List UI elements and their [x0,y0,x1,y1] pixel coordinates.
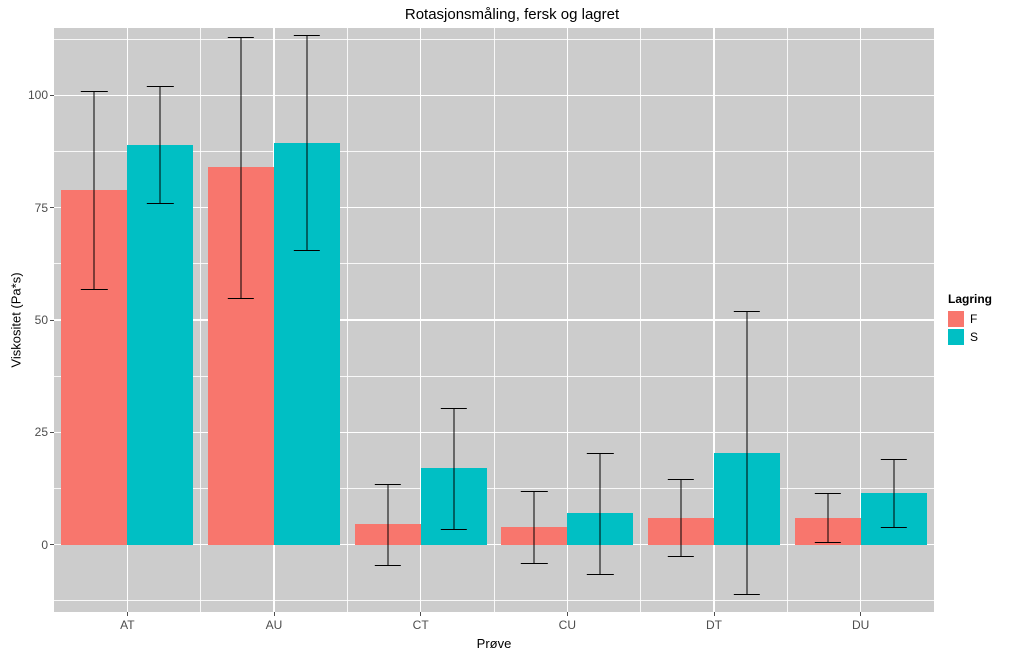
bar-f [61,190,127,545]
legend-item: F [948,310,992,328]
y-tick-label: 25 [35,425,48,439]
gridline-v-minor [787,28,788,612]
y-tick-label: 0 [41,538,48,552]
bar-f [795,518,861,545]
bar-s [127,145,193,545]
x-tick-mark [860,612,861,616]
plot-area: 0255075100ATAUCTCUDTDU [54,28,934,612]
legend-label: F [970,312,977,326]
y-tick-mark [50,207,54,208]
y-axis-title: Viskositet (Pa*s) [9,272,24,367]
bar-f [208,167,274,544]
gridline-v-minor [200,28,201,612]
bar-s [714,453,780,545]
bar-f [355,524,421,544]
y-tick-label: 100 [28,88,48,102]
gridline-v-minor [494,28,495,612]
y-tick-mark [50,95,54,96]
bar-s [861,493,927,545]
chart-title: Rotasjonsmåling, fersk og lagret [0,6,1024,23]
y-tick-mark [50,320,54,321]
legend-item: S [948,328,992,346]
x-tick-mark [567,612,568,616]
x-axis-title: Prøve [477,636,512,651]
y-tick-label: 50 [35,313,48,327]
x-tick-label: AU [266,618,283,632]
bar-f [501,527,567,545]
x-tick-mark [420,612,421,616]
legend-title: Lagring [948,292,992,306]
y-tick-label: 75 [35,201,48,215]
x-tick-mark [274,612,275,616]
gridline-v-minor [640,28,641,612]
legend-swatch [948,329,964,345]
x-tick-mark [714,612,715,616]
legend-label: S [970,330,978,344]
x-tick-label: CT [413,618,429,632]
y-tick-mark [50,432,54,433]
x-tick-mark [127,612,128,616]
bar-s [421,468,487,544]
x-tick-label: DU [852,618,869,632]
y-tick-mark [50,544,54,545]
bar-s [567,513,633,544]
bar-s [274,143,340,545]
legend-swatch [948,311,964,327]
x-tick-label: CU [559,618,576,632]
x-tick-label: AT [120,618,134,632]
gridline-v-minor [347,28,348,612]
bar-f [648,518,714,545]
chart-root: Rotasjonsmåling, fersk og lagret 0255075… [0,0,1024,652]
legend: Lagring FS [948,292,992,346]
x-tick-label: DT [706,618,722,632]
